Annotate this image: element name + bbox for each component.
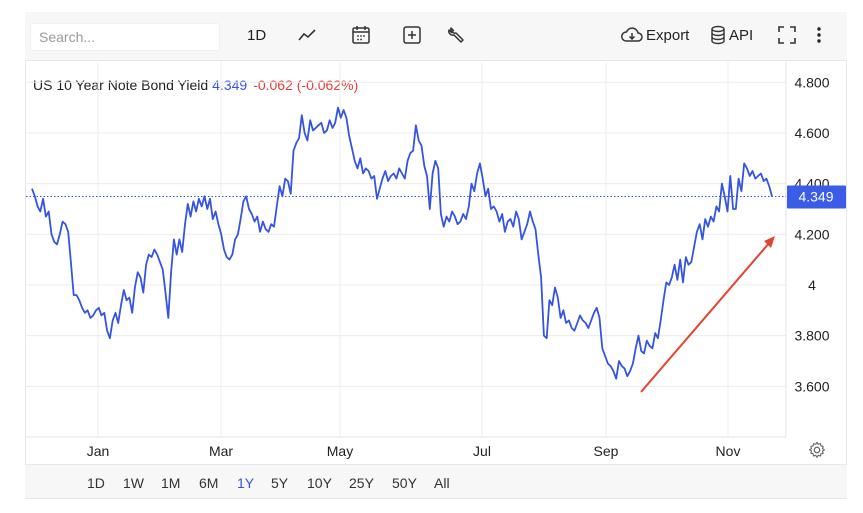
y-tick-label: 3.800: [794, 328, 829, 344]
chart-legend: US 10 Year Note Bond Yield 4.349 -0.062 (-…: [33, 77, 358, 93]
range-bar: [25, 464, 847, 498]
api-button[interactable]: API: [729, 27, 754, 44]
y-tick-label: 4.200: [794, 226, 829, 242]
range-button-all[interactable]: All: [434, 475, 450, 491]
range-button-5y[interactable]: 5Y: [271, 475, 289, 491]
more-vertical-icon[interactable]: [812, 24, 826, 46]
range-button-6m[interactable]: 6M: [199, 475, 219, 491]
x-tick-label: Nov: [716, 443, 741, 459]
gear-icon[interactable]: [808, 441, 826, 459]
range-button-1y[interactable]: 1Y: [237, 475, 255, 491]
price-badge-label: 4.349: [798, 189, 833, 205]
trend-arrow-line: [640, 241, 771, 393]
add-compare-icon[interactable]: [401, 24, 423, 46]
legend-change: -0.062 (-0.062%): [253, 77, 359, 93]
x-tick-label: May: [327, 443, 353, 459]
series-line: [31, 106, 773, 380]
trend-arrow-head: [764, 236, 775, 248]
calendar-icon[interactable]: [350, 24, 372, 46]
range-button-10y[interactable]: 10Y: [307, 475, 332, 491]
x-tick-label: Sep: [594, 443, 619, 459]
interval-button[interactable]: 1D: [247, 27, 267, 44]
line-chart-icon[interactable]: [296, 24, 318, 46]
chart-widget: [25, 12, 847, 499]
range-button-1d[interactable]: 1D: [87, 475, 105, 491]
x-tick-label: Jan: [87, 443, 110, 459]
range-button-50y[interactable]: 50Y: [392, 475, 417, 491]
export-button[interactable]: Export: [646, 27, 690, 44]
y-tick-label: 4.800: [794, 74, 829, 90]
cloud-download-icon[interactable]: [620, 24, 644, 46]
database-icon[interactable]: [709, 24, 727, 46]
range-button-25y[interactable]: 25Y: [349, 475, 374, 491]
range-button-1w[interactable]: 1W: [123, 475, 144, 491]
x-tick-label: Mar: [209, 443, 233, 459]
y-tick-label: 4: [808, 277, 816, 293]
x-tick-label: Jul: [473, 443, 491, 459]
price-badge: [787, 185, 846, 209]
y-tick-label: 3.600: [794, 378, 829, 394]
y-tick-label: 4.600: [794, 125, 829, 141]
search-input[interactable]: [30, 23, 220, 51]
wrench-icon[interactable]: [446, 24, 468, 46]
fullscreen-icon[interactable]: [776, 24, 798, 46]
range-button-1m[interactable]: 1M: [161, 475, 181, 491]
legend-symbol: US 10 Year Note Bond Yield: [33, 77, 209, 93]
